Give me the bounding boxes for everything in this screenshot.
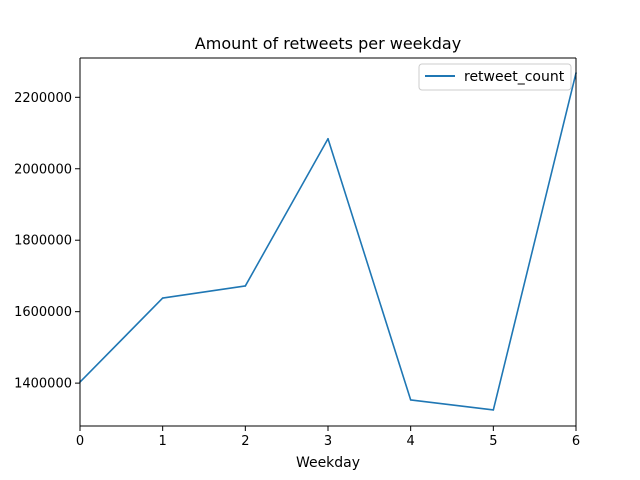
x-tick-label: 4: [407, 434, 415, 449]
plot-background: [80, 58, 576, 426]
legend-label: retweet_count: [464, 69, 565, 85]
y-axis-ticks: 1400000 1600000 1800000 2000000 2200000: [14, 91, 80, 392]
data-point: [244, 285, 247, 287]
y-tick-label: 1400000: [14, 377, 72, 392]
x-tick-label: 6: [572, 434, 580, 449]
y-tick-label: 2200000: [14, 91, 72, 106]
data-point: [492, 409, 495, 411]
x-tick-label: 5: [489, 434, 497, 449]
x-axis-ticks: 0 1 2 3 4 5 6: [76, 426, 580, 449]
legend: retweet_count: [418, 63, 572, 91]
y-tick-label: 2000000: [14, 162, 72, 177]
legend-box: [418, 63, 572, 91]
x-tick-label: 2: [241, 434, 249, 449]
plot-area: [80, 58, 576, 426]
x-axis-label: Weekday: [296, 455, 360, 471]
data-point: [327, 137, 329, 140]
x-tick-label: 0: [76, 434, 84, 449]
x-tick-label: 3: [324, 434, 332, 449]
chart-title: Amount of retweets per weekday: [195, 34, 461, 53]
y-tick-label: 1600000: [14, 305, 72, 320]
data-point: [409, 399, 412, 401]
data-point: [161, 297, 164, 299]
y-tick-label: 1800000: [14, 234, 72, 249]
x-tick-label: 1: [159, 434, 167, 449]
